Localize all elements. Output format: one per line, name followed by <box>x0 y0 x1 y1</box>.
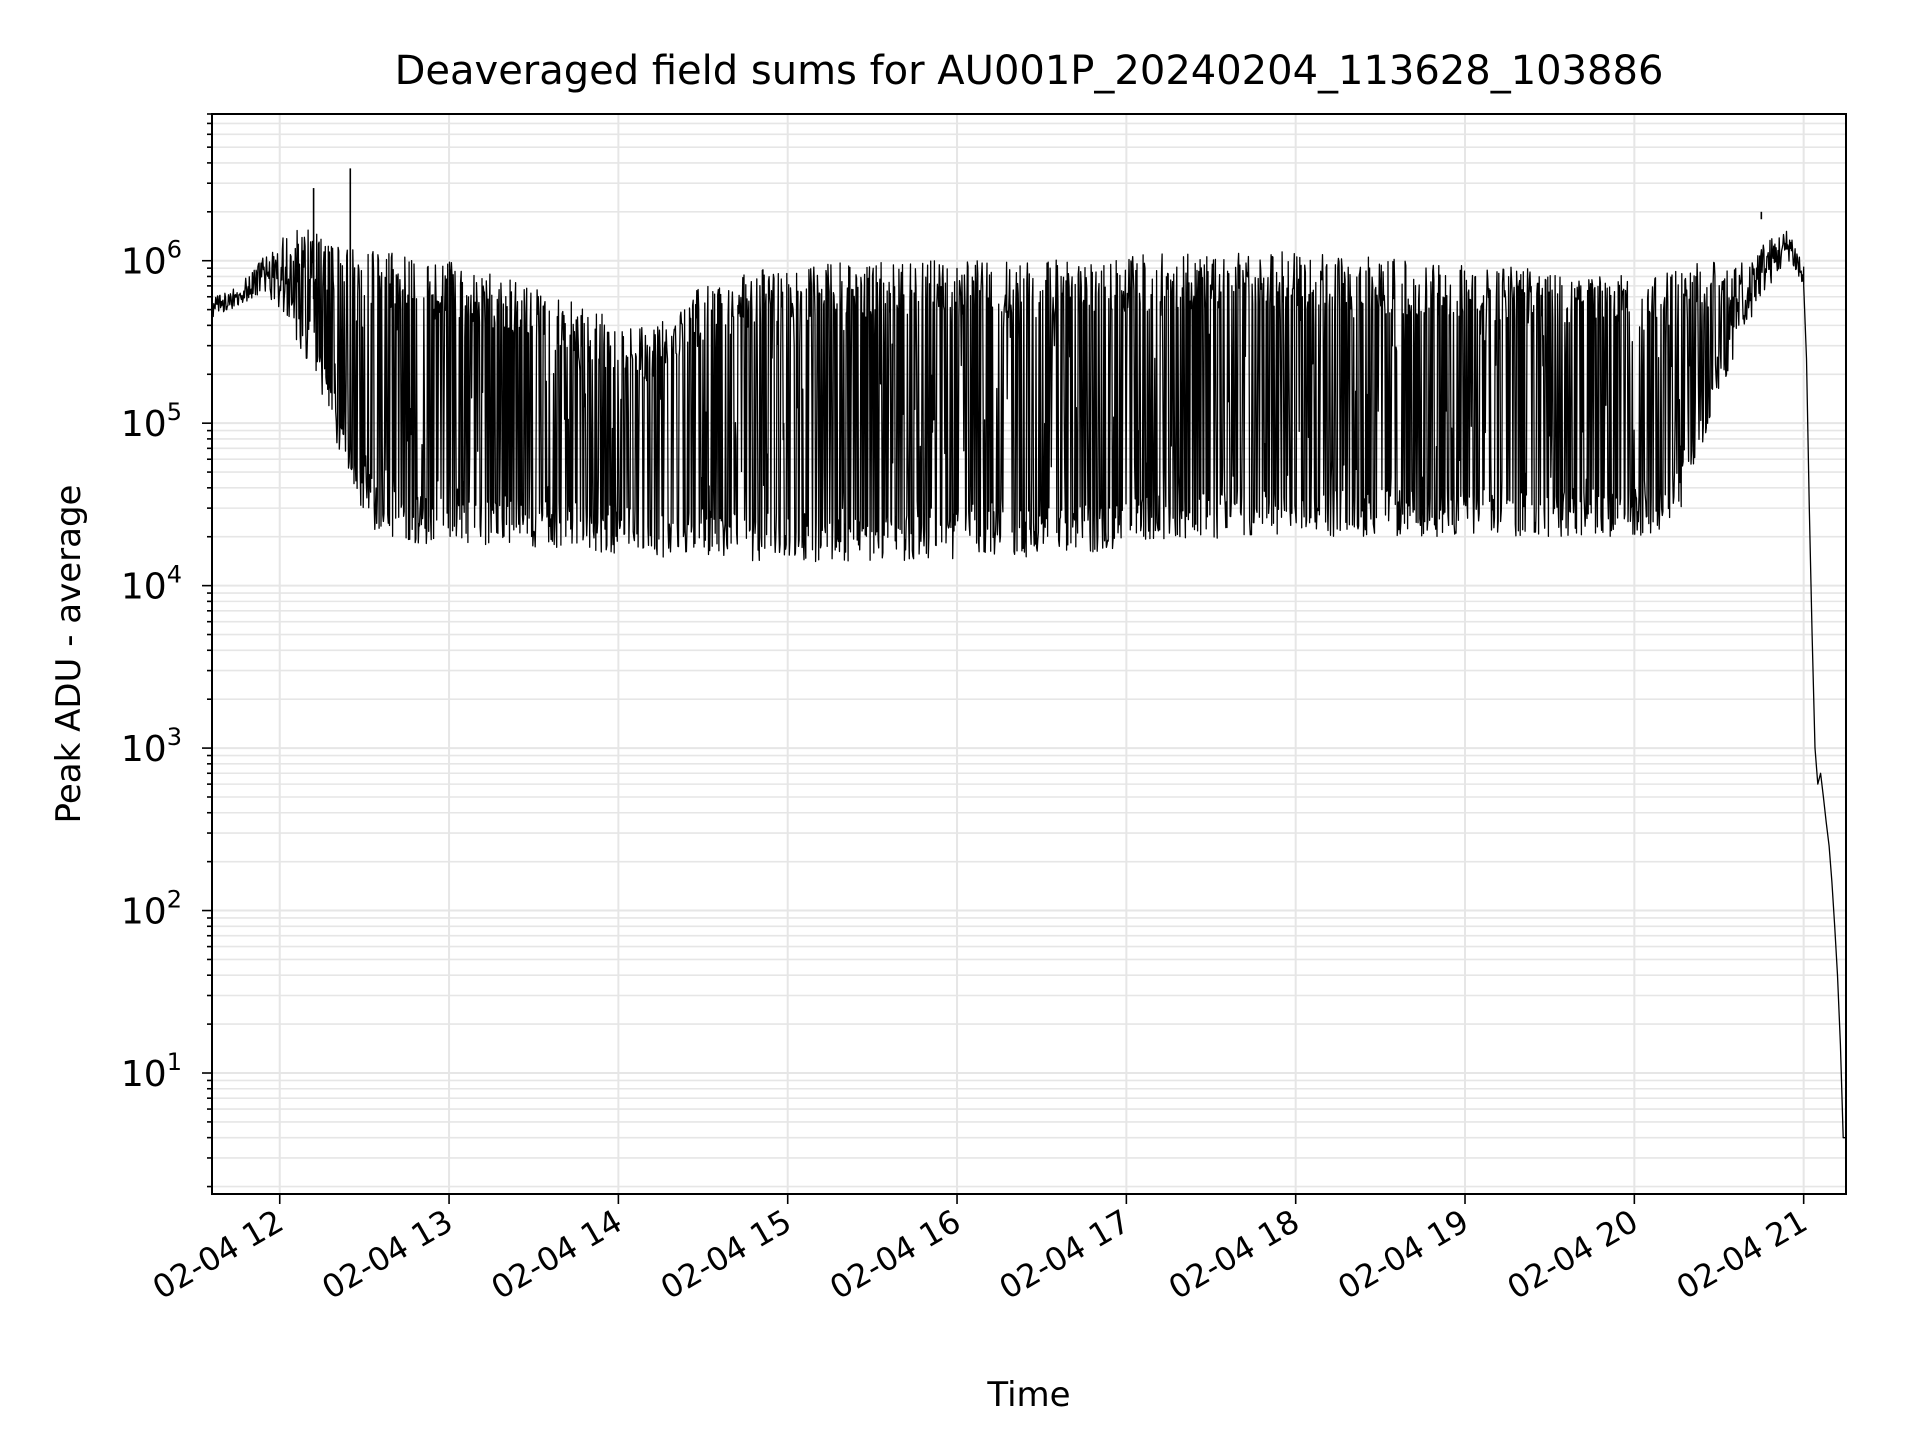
y-axis-label: Peak ADU - average <box>49 485 89 824</box>
y-tick-label-base: 10 <box>121 729 167 770</box>
y-tick-label-exponent: 2 <box>167 886 182 914</box>
y-tick-label: 106 <box>121 236 182 283</box>
axis-ticks <box>202 113 1805 1204</box>
y-tick-label-exponent: 1 <box>167 1048 182 1076</box>
y-tick-label-base: 10 <box>121 1054 167 1095</box>
y-tick-label-base: 10 <box>121 567 167 608</box>
series-line <box>211 229 1846 1139</box>
y-tick-label-exponent: 3 <box>167 723 182 751</box>
chart-title: Deaveraged field sums for AU001P_2024020… <box>395 48 1664 94</box>
y-tick-label: 105 <box>121 398 182 445</box>
y-tick-label: 101 <box>121 1048 182 1095</box>
y-tick-label: 104 <box>121 561 182 608</box>
y-tick-label-exponent: 5 <box>167 398 182 426</box>
y-tick-label-base: 10 <box>121 242 167 283</box>
y-tick-label: 103 <box>121 723 182 770</box>
x-axis-label: Time <box>986 1375 1070 1415</box>
y-tick-label-base: 10 <box>121 404 167 445</box>
axes-frame <box>211 113 1847 1195</box>
y-tick-label-exponent: 6 <box>167 236 182 264</box>
y-tick-label-exponent: 4 <box>167 561 182 589</box>
y-tick-label: 102 <box>121 886 182 933</box>
y-tick-label-base: 10 <box>121 892 167 933</box>
plot-area <box>211 168 1846 1139</box>
